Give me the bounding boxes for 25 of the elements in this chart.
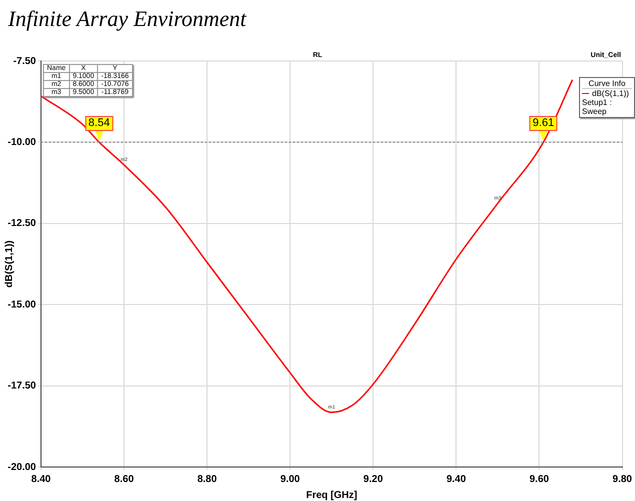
chart-title: Infinite Array Environment: [8, 6, 246, 32]
y-tick-label: -20.00: [8, 462, 36, 473]
x-tick-label: 8.40: [31, 474, 52, 485]
legend-title: Curve Info: [582, 79, 632, 89]
x-tick-label: 8.80: [197, 474, 218, 485]
annotation: 8.54: [85, 116, 113, 132]
x-tick-label: 9.60: [529, 474, 550, 485]
callout-flag: 8.54: [85, 116, 113, 142]
y-axis-title: dB(S(1,1)): [4, 240, 15, 288]
annotation: 9.61: [530, 116, 558, 132]
x-tick-label: 9.20: [363, 474, 384, 485]
annotation: Setup1 : Sweep: [582, 98, 613, 116]
legend-label: dB(S(1,1)): [591, 89, 630, 98]
y-tick-label: -12.50: [8, 218, 36, 230]
y-tick-label: -10.00: [8, 136, 36, 148]
x-tick-label: 9.80: [612, 474, 632, 485]
callout-flag: 9.61: [530, 116, 558, 142]
x-tick-label: 8.60: [114, 474, 134, 485]
y-tick-label: -7.50: [13, 56, 36, 67]
y-tick-label: -15.00: [8, 299, 36, 310]
x-tick-label: 9.40: [446, 474, 466, 485]
x-tick-label: 9.00: [280, 474, 300, 485]
x-axis-title: Freq [GHz]: [306, 490, 358, 501]
y-tick-label: -17.50: [8, 380, 36, 392]
line-series: [41, 79, 574, 414]
